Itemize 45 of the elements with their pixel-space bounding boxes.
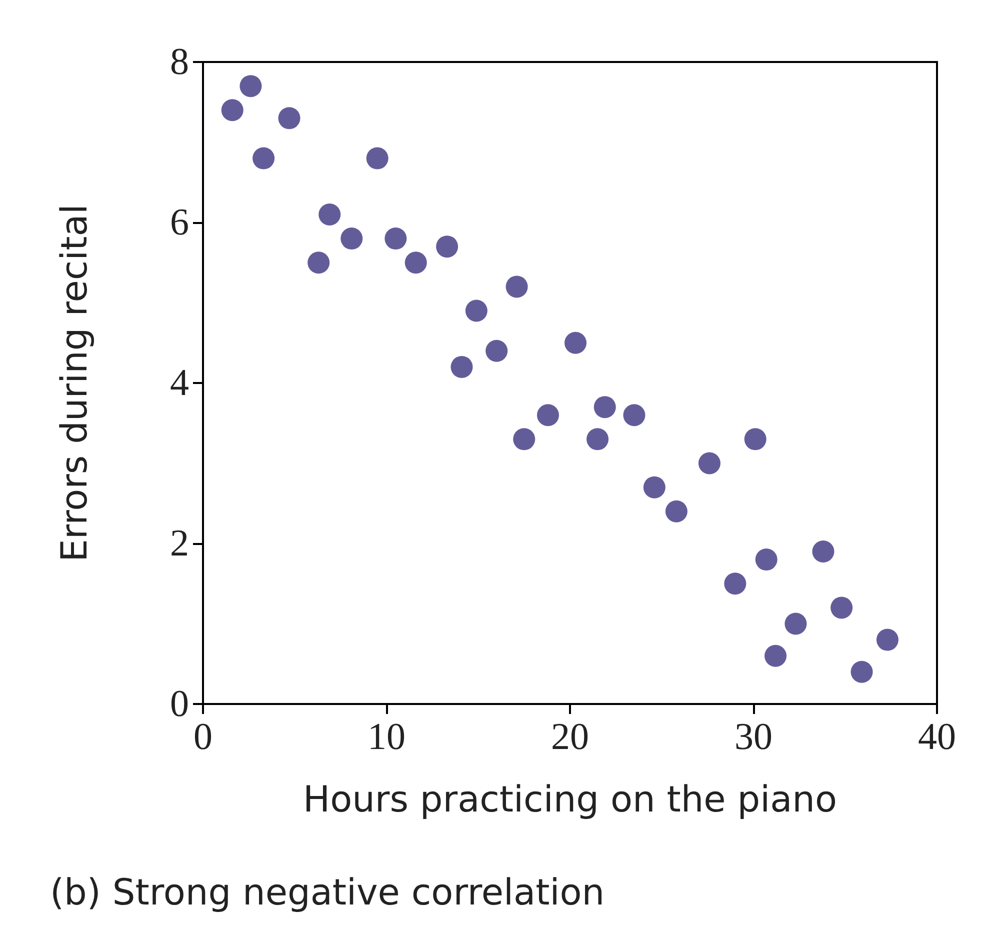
point: [594, 396, 616, 418]
point: [665, 500, 688, 522]
point: [404, 252, 427, 274]
point: [318, 203, 341, 226]
x-axis-title: Hours practicing on the piano: [302, 780, 838, 820]
y-tick-label: 8: [170, 41, 189, 83]
point: [812, 540, 834, 563]
y-tick-label: 6: [170, 202, 189, 244]
point: [486, 340, 508, 362]
y-tick-label: 0: [170, 683, 189, 725]
point: [506, 276, 528, 298]
point: [465, 300, 488, 322]
point: [586, 428, 609, 450]
point: [784, 612, 807, 635]
point: [340, 228, 363, 250]
point: [830, 596, 853, 619]
point: [278, 107, 300, 130]
point: [744, 428, 766, 450]
point: [308, 252, 330, 274]
point: [564, 332, 587, 354]
point: [764, 644, 787, 667]
point: [384, 228, 407, 250]
point: [513, 428, 536, 450]
point: [643, 476, 666, 498]
point: [436, 236, 458, 258]
point: [252, 147, 275, 170]
x-tick-label: 30: [734, 716, 772, 758]
x-tick-label: 20: [551, 716, 589, 758]
point: [240, 75, 262, 98]
point: [366, 147, 388, 170]
y-tick-label: 4: [170, 362, 189, 404]
point: [755, 548, 778, 571]
point: [698, 452, 720, 474]
point: [537, 404, 559, 426]
text: (b) Strong negative correlation: [50, 872, 605, 914]
point: [450, 356, 473, 378]
point: [221, 99, 244, 122]
point: [623, 404, 646, 426]
x-tick-label: 40: [918, 716, 956, 758]
x-tick-label: 10: [368, 716, 406, 758]
point: [850, 660, 873, 683]
point: [876, 628, 898, 651]
y-axis-title: Errors during recital: [54, 204, 96, 562]
y-tick-label: 2: [170, 522, 189, 564]
point: [724, 572, 746, 595]
